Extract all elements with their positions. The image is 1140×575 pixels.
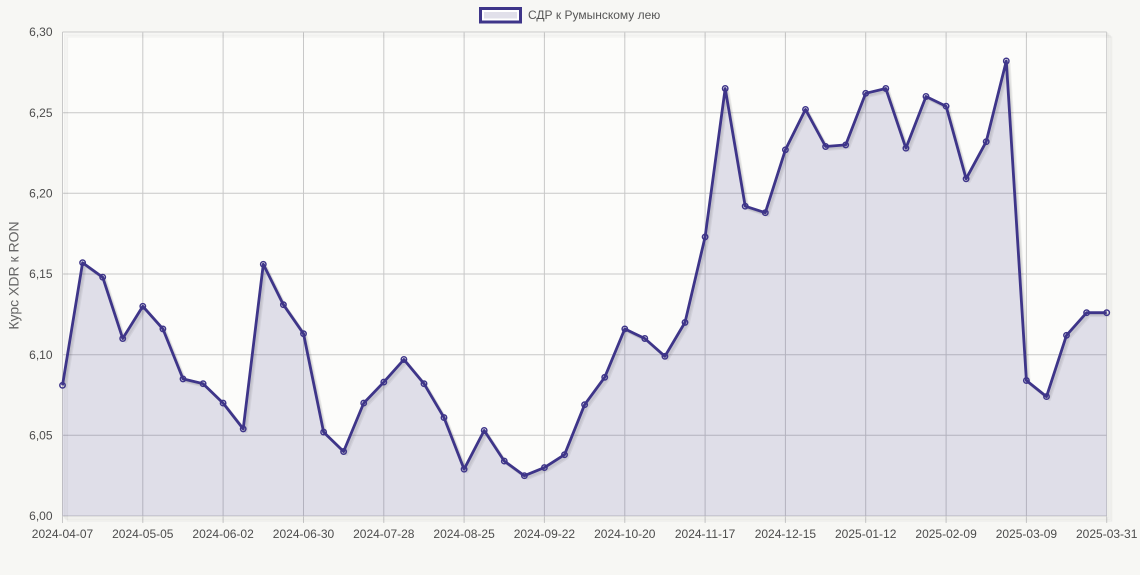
svg-text:2024-09-22: 2024-09-22 — [514, 527, 576, 541]
svg-text:6,10: 6,10 — [29, 348, 53, 362]
svg-text:2024-10-20: 2024-10-20 — [594, 527, 656, 541]
svg-text:2025-03-31: 2025-03-31 — [1076, 527, 1138, 541]
svg-text:2024-11-17: 2024-11-17 — [675, 527, 736, 541]
svg-text:СДР к Румынскому лею: СДР к Румынскому лею — [528, 8, 660, 22]
svg-text:6,25: 6,25 — [29, 106, 53, 120]
svg-text:6,15: 6,15 — [29, 267, 53, 281]
svg-text:2024-06-02: 2024-06-02 — [192, 527, 254, 541]
svg-text:6,30: 6,30 — [29, 25, 53, 39]
svg-text:6,00: 6,00 — [29, 509, 53, 523]
svg-text:2024-05-05: 2024-05-05 — [112, 527, 174, 541]
svg-text:2025-02-09: 2025-02-09 — [915, 527, 977, 541]
svg-text:2024-12-15: 2024-12-15 — [755, 527, 817, 541]
svg-text:6,05: 6,05 — [29, 429, 53, 443]
svg-text:2024-04-07: 2024-04-07 — [32, 527, 94, 541]
svg-text:2024-06-30: 2024-06-30 — [273, 527, 335, 541]
svg-text:6,20: 6,20 — [29, 187, 53, 201]
svg-text:2024-07-28: 2024-07-28 — [353, 527, 415, 541]
svg-text:2025-01-12: 2025-01-12 — [835, 527, 897, 541]
svg-text:2025-03-09: 2025-03-09 — [996, 527, 1058, 541]
svg-text:2024-08-25: 2024-08-25 — [433, 527, 495, 541]
svg-text:Курс XDR к RON: Курс XDR к RON — [6, 221, 22, 329]
